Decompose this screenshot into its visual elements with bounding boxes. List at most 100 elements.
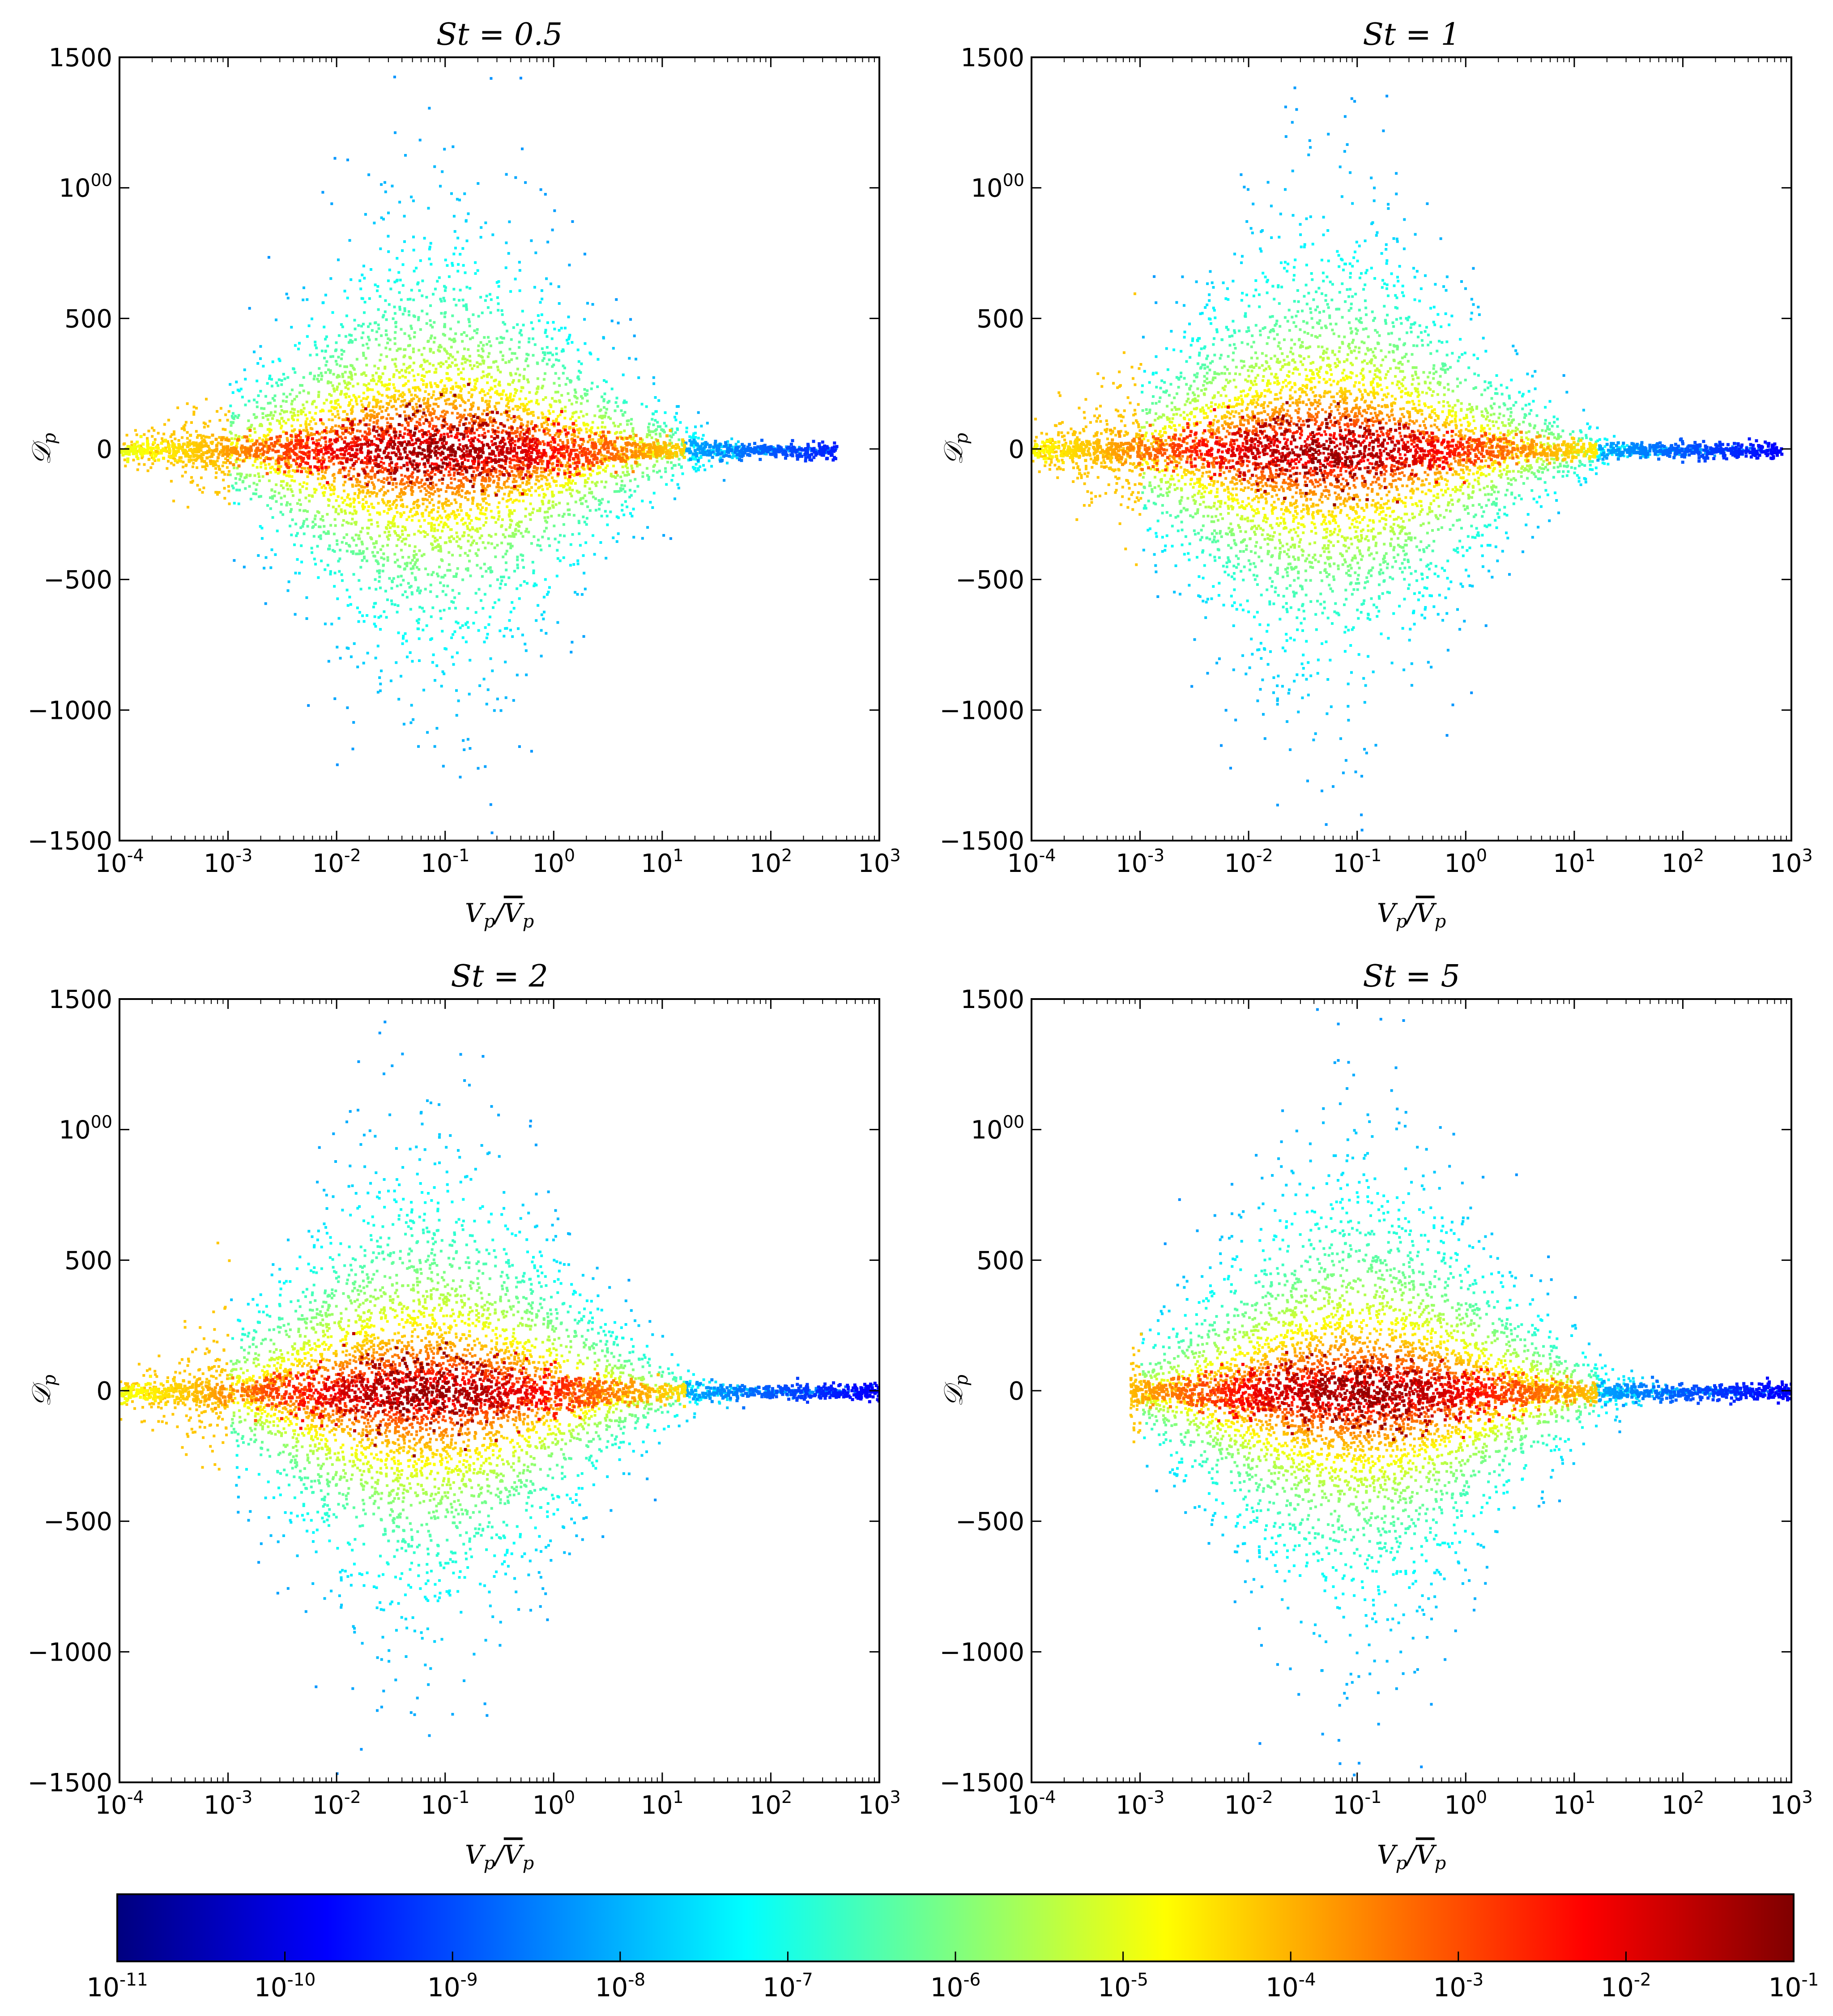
data-point [499,371,502,374]
data-point [564,383,567,386]
data-point [518,417,521,420]
data-point [418,289,421,292]
data-point [192,406,196,409]
data-point [366,455,369,458]
data-point [368,338,371,342]
data-point [278,359,281,362]
data-point [353,521,356,524]
data-point [503,411,506,414]
data-point [439,414,443,418]
data-point [522,377,525,380]
data-point [570,495,573,498]
data-point [509,611,512,614]
data-point [488,484,491,487]
data-point [242,480,245,483]
data-point [394,325,397,328]
data-point [536,544,539,547]
data-point [457,479,460,482]
data-point [413,269,416,273]
data-point [181,445,184,448]
data-point [450,457,453,461]
data-point [562,523,565,526]
data-point [256,466,259,469]
data-point [538,441,541,444]
data-point [375,372,378,375]
data-point [354,521,358,524]
data-point [359,566,362,569]
data-point [257,394,260,397]
data-point [635,358,637,361]
data-point [352,367,355,370]
data-point [437,448,440,451]
data-point [521,423,524,427]
data-point [446,264,449,267]
data-point [471,541,474,544]
data-point [301,525,304,528]
data-point [695,458,698,461]
data-point [147,429,150,432]
data-point [521,461,524,464]
data-point [574,500,577,504]
data-point [468,692,471,696]
data-point [293,479,296,483]
data-point [461,247,465,250]
data-point [306,335,309,338]
data-point [320,378,323,381]
data-point [442,765,445,768]
data-point [308,411,311,414]
data-point [456,236,460,239]
data-point [505,627,508,630]
data-point [664,467,667,470]
data-point [382,500,385,503]
data-point [426,406,428,409]
data-point [377,380,380,383]
data-point [250,423,253,427]
data-point [508,396,512,399]
data-point [481,359,484,362]
data-point [456,622,460,624]
data-point [571,533,574,536]
data-point [650,453,653,457]
data-point [569,543,572,546]
data-point [448,607,451,610]
data-point [454,607,457,610]
data-point [539,301,542,304]
data-point [456,535,459,538]
data-point [432,412,435,415]
data-point [434,546,437,549]
data-point [519,493,522,496]
data-point [558,302,561,305]
data-point [590,491,593,494]
data-point [419,443,422,446]
data-point [314,514,317,517]
data-point [454,399,457,402]
data-point [521,436,524,439]
data-point [275,500,278,503]
data-point [482,500,485,503]
data-point [381,545,384,548]
data-point [247,400,251,402]
data-point [184,470,187,474]
data-point [566,502,569,505]
data-point [367,519,371,522]
data-point [427,522,430,525]
data-point [216,459,219,462]
data-point [542,596,546,598]
data-point [328,430,331,433]
data-point [706,422,709,425]
data-point [267,433,270,436]
data-point [485,457,488,460]
data-point [394,506,397,509]
data-point [391,417,394,420]
data-point [484,459,487,462]
data-point [578,521,580,524]
data-point [296,502,299,505]
data-point [590,427,593,430]
data-point [482,390,485,393]
data-point [508,348,512,350]
data-point [300,409,303,412]
data-point [449,428,452,431]
data-point [616,405,619,408]
data-point [503,481,506,484]
data-point [330,483,333,487]
